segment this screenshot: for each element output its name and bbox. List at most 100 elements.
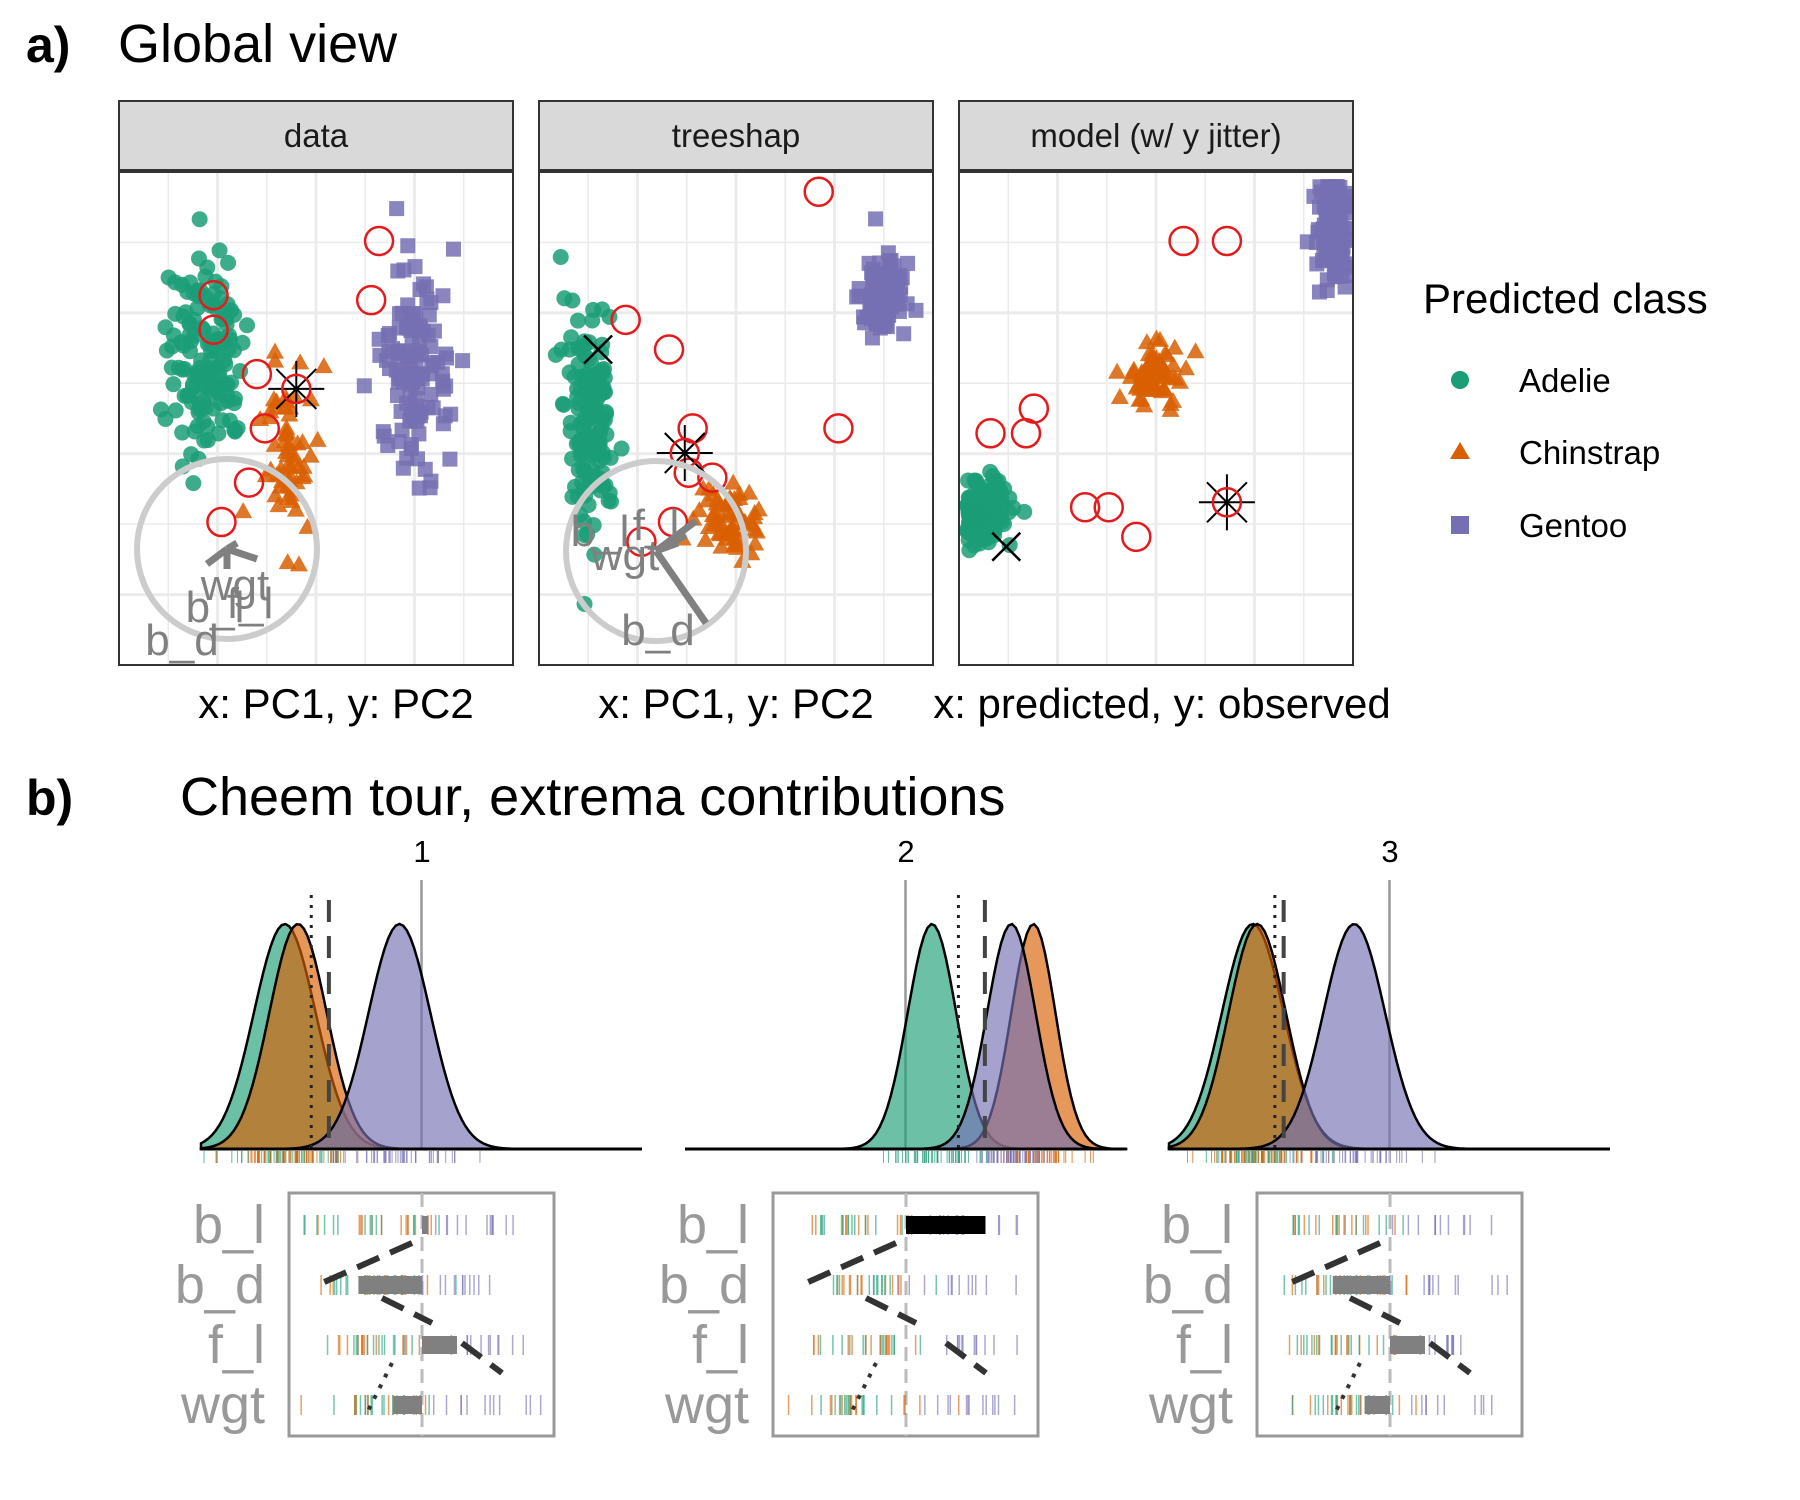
unit-circle xyxy=(563,458,749,644)
frame-label-2: 2 xyxy=(897,834,914,869)
point-adelie xyxy=(561,341,578,358)
axis-segment xyxy=(653,549,709,625)
point-adelie xyxy=(594,444,611,461)
primary-observation xyxy=(1198,474,1255,531)
point-gentoo xyxy=(1299,234,1315,250)
point-chinstrap xyxy=(1163,391,1182,408)
axis-segment xyxy=(225,545,259,563)
point-gentoo xyxy=(900,255,916,271)
misclassified-ring xyxy=(198,280,229,311)
legend: Predicted class Adelie Chinstrap Gentoo xyxy=(1423,275,1708,544)
point-adelie xyxy=(579,402,596,419)
point-chinstrap xyxy=(745,504,764,521)
point-chinstrap xyxy=(712,537,731,554)
point-chinstrap xyxy=(251,410,270,427)
point-gentoo xyxy=(402,413,418,429)
point-adelie xyxy=(191,211,208,228)
point-chinstrap xyxy=(265,342,284,359)
point-adelie xyxy=(569,389,586,406)
point-gentoo xyxy=(399,395,415,411)
facet-model: model (w/ y jitter) x: predicted, y: obs… xyxy=(933,100,1391,727)
point-gentoo xyxy=(376,428,392,444)
tour-path-segment xyxy=(944,1340,988,1376)
point-gentoo xyxy=(423,338,439,354)
tour-path-segment xyxy=(864,1295,918,1326)
point-chinstrap xyxy=(690,501,709,518)
point-chinstrap xyxy=(684,509,703,526)
point-adelie xyxy=(613,440,630,457)
unit-circle xyxy=(134,456,320,642)
basis-label-f-l: f_l xyxy=(1176,1315,1233,1375)
legend-label-gentoo: Gentoo xyxy=(1519,507,1627,544)
point-chinstrap xyxy=(1156,366,1175,383)
point-adelie xyxy=(597,384,614,401)
tour-path-segment xyxy=(1288,1240,1382,1286)
misclassified-ring xyxy=(823,413,854,444)
misclassified-ring xyxy=(249,413,281,444)
point-adelie xyxy=(586,366,603,383)
point-gentoo xyxy=(445,241,461,257)
strip-label-data: data xyxy=(284,117,349,154)
point-gentoo xyxy=(455,353,471,369)
point-gentoo xyxy=(423,295,439,311)
misclassified-ring xyxy=(975,418,1006,449)
section-b-letter: b) xyxy=(26,770,73,826)
point-gentoo xyxy=(409,371,425,387)
comparison-observation xyxy=(991,531,1022,562)
misclassified-ring xyxy=(241,358,273,390)
point-gentoo xyxy=(868,302,884,318)
point-gentoo xyxy=(356,378,372,394)
basis-label-b-l: b_l xyxy=(1161,1195,1233,1255)
point-adelie xyxy=(220,254,237,271)
caption-data: x: PC1, y: PC2 xyxy=(198,680,473,727)
frame-label-1: 1 xyxy=(413,834,430,869)
section-a-letter: a) xyxy=(26,17,70,73)
basis-label-b-d: b_d xyxy=(659,1255,749,1315)
point-adelie xyxy=(205,337,222,354)
misclassified-ring xyxy=(198,314,229,346)
point-gentoo xyxy=(391,306,407,322)
density-plot xyxy=(685,880,1128,1151)
misclassified-ring xyxy=(1168,225,1199,257)
point-chinstrap xyxy=(710,515,729,532)
point-gentoo xyxy=(851,281,867,297)
point-adelie xyxy=(170,359,187,376)
misclassified-ring xyxy=(206,506,237,538)
basis-label-b-d: b_d xyxy=(175,1255,265,1315)
point-adelie xyxy=(206,299,223,316)
point-gentoo xyxy=(1331,208,1347,224)
point-adelie xyxy=(186,367,203,384)
point-chinstrap xyxy=(280,405,299,422)
point-chinstrap xyxy=(283,485,302,502)
tour-path-segment xyxy=(1428,1340,1472,1376)
highlighted-points xyxy=(198,225,395,538)
point-adelie xyxy=(167,274,184,291)
axis-label-b-l: b_l xyxy=(186,583,245,632)
misclassified-ring xyxy=(1069,491,1101,523)
cross-stroke xyxy=(583,334,613,365)
point-chinstrap xyxy=(301,390,320,407)
point-chinstrap xyxy=(747,522,766,539)
point-chinstrap xyxy=(1147,329,1166,346)
misclassified-ring xyxy=(803,176,834,207)
point-chinstrap xyxy=(696,530,715,547)
asterisk-stroke xyxy=(664,432,706,474)
comparison-observation xyxy=(583,334,613,365)
point-chinstrap xyxy=(1176,359,1195,376)
point-adelie xyxy=(984,467,1001,484)
point-adelie xyxy=(595,411,612,428)
point-chinstrap xyxy=(698,491,717,508)
point-adelie xyxy=(970,478,987,495)
misclassified-ring xyxy=(363,225,395,257)
point-adelie xyxy=(981,526,998,543)
legend-key-adelie xyxy=(1451,371,1469,389)
strip-label-model: model (w/ y jitter) xyxy=(1030,117,1281,154)
tour-path xyxy=(804,1240,988,1414)
point-chinstrap xyxy=(710,523,729,540)
point-adelie xyxy=(576,527,593,544)
